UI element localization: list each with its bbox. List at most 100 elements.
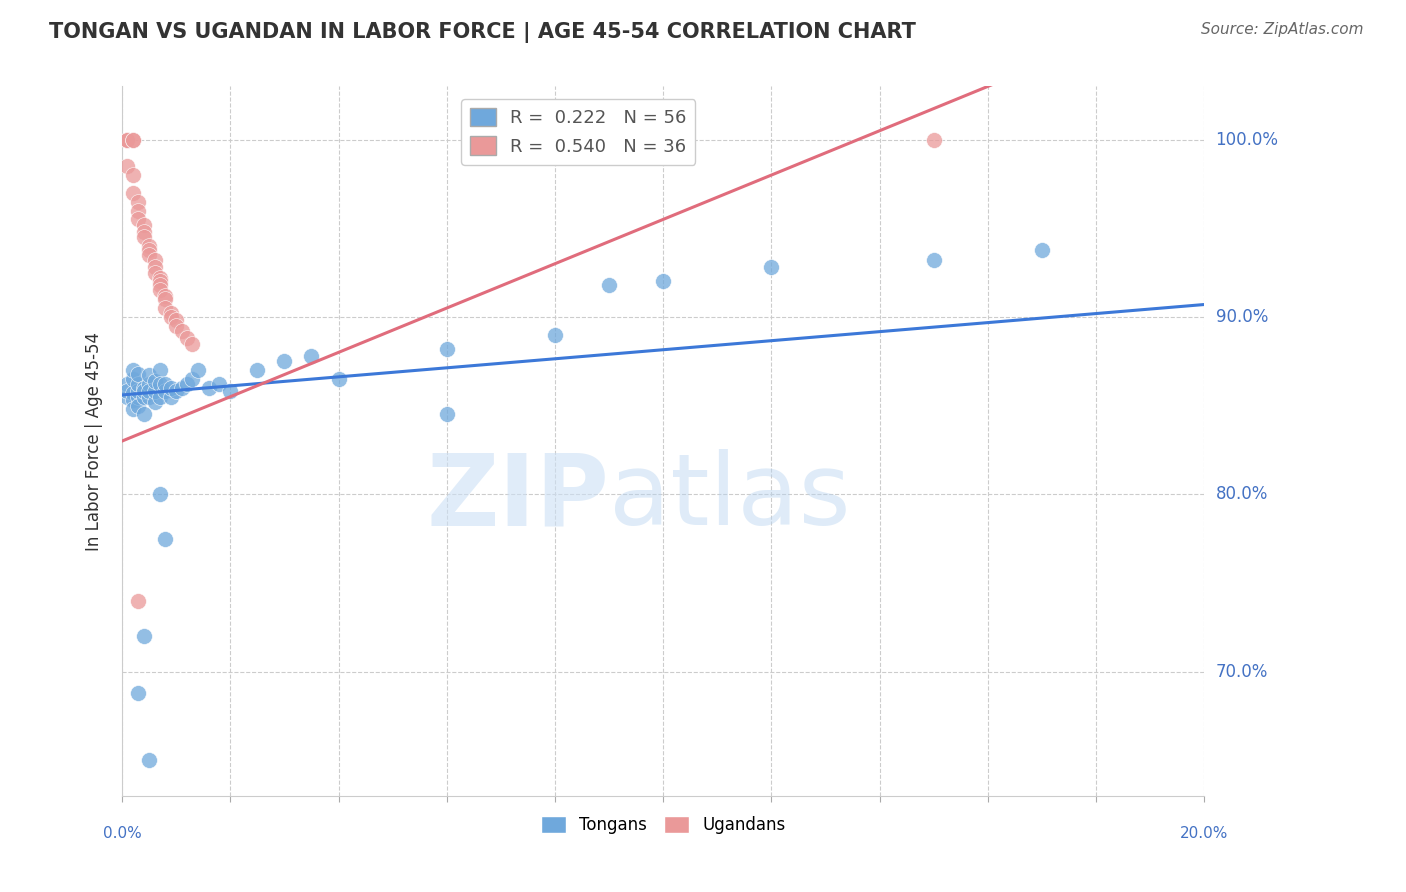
Text: atlas: atlas (609, 450, 851, 546)
Point (155, 384, 177, 399)
Point (138, 368, 160, 383)
Point (208, 377, 231, 392)
Point (149, 277, 172, 292)
Text: 0.0%: 0.0% (103, 826, 142, 841)
Point (122, 363, 145, 377)
Text: 80.0%: 80.0% (1216, 485, 1268, 503)
Point (652, 275, 675, 289)
Point (138, 239, 160, 253)
Text: ZIP: ZIP (426, 450, 609, 546)
Point (117, 390, 139, 404)
Point (122, 168, 145, 182)
Point (761, 260, 783, 275)
Point (159, 381, 181, 395)
Point (127, 593, 149, 607)
Point (170, 324, 193, 338)
Text: 90.0%: 90.0% (1216, 308, 1268, 326)
Y-axis label: In Labor Force | Age 45-54: In Labor Force | Age 45-54 (86, 332, 103, 550)
Point (117, 159, 139, 173)
Point (246, 363, 269, 377)
Point (138, 248, 160, 262)
Text: 70.0%: 70.0% (1216, 663, 1268, 681)
Point (273, 354, 295, 368)
Point (159, 310, 181, 324)
Point (181, 336, 204, 351)
Point (165, 318, 187, 333)
Point (132, 390, 155, 404)
Point (176, 331, 198, 345)
Point (197, 381, 219, 395)
Point (143, 260, 166, 275)
Point (117, 132, 139, 146)
Point (117, 384, 139, 399)
Point (149, 390, 172, 404)
Point (159, 390, 181, 404)
Point (127, 384, 149, 399)
Text: TONGAN VS UGANDAN IN LABOR FORCE | AGE 45-54 CORRELATION CHART: TONGAN VS UGANDAN IN LABOR FORCE | AGE 4… (49, 22, 917, 44)
Text: 20.0%: 20.0% (1180, 826, 1229, 841)
Point (138, 390, 160, 404)
Text: 100.0%: 100.0% (1216, 130, 1278, 149)
Point (138, 243, 160, 257)
Point (127, 194, 149, 209)
Point (122, 386, 145, 401)
Point (143, 374, 166, 388)
Point (181, 372, 204, 386)
Point (149, 271, 172, 285)
Point (132, 225, 155, 239)
Point (122, 186, 145, 200)
Point (127, 203, 149, 218)
Point (149, 487, 172, 501)
Point (155, 288, 177, 302)
Point (1031, 243, 1053, 257)
Point (922, 132, 945, 146)
Point (132, 408, 155, 422)
Point (143, 395, 166, 409)
Point (165, 313, 187, 327)
Point (132, 230, 155, 244)
Point (598, 277, 620, 292)
Point (117, 377, 139, 392)
Point (117, 132, 139, 146)
Point (138, 753, 160, 767)
Point (132, 381, 155, 395)
Point (149, 377, 172, 392)
Point (155, 292, 177, 306)
Point (159, 306, 181, 320)
Point (138, 384, 160, 399)
Point (127, 399, 149, 413)
Point (132, 384, 155, 399)
Point (122, 132, 145, 146)
Point (132, 218, 155, 232)
Point (132, 629, 155, 643)
Point (155, 532, 177, 546)
Point (149, 283, 172, 297)
Point (122, 402, 145, 417)
Point (301, 349, 323, 363)
Point (149, 275, 172, 289)
Point (143, 266, 166, 280)
Point (187, 363, 209, 377)
Point (176, 377, 198, 392)
Point (155, 377, 177, 392)
Legend: Tongans, Ugandans: Tongans, Ugandans (534, 809, 792, 840)
Point (127, 377, 149, 392)
Point (127, 212, 149, 227)
Point (143, 384, 166, 399)
Point (143, 253, 166, 268)
Text: Source: ZipAtlas.com: Source: ZipAtlas.com (1201, 22, 1364, 37)
Point (165, 384, 187, 399)
Point (122, 393, 145, 408)
Point (170, 381, 193, 395)
Point (117, 132, 139, 146)
Point (138, 377, 160, 392)
Point (122, 132, 145, 146)
Point (544, 327, 567, 342)
Point (127, 367, 149, 381)
Point (127, 390, 149, 404)
Point (436, 408, 458, 422)
Point (149, 363, 172, 377)
Point (122, 372, 145, 386)
Point (127, 686, 149, 700)
Point (328, 372, 350, 386)
